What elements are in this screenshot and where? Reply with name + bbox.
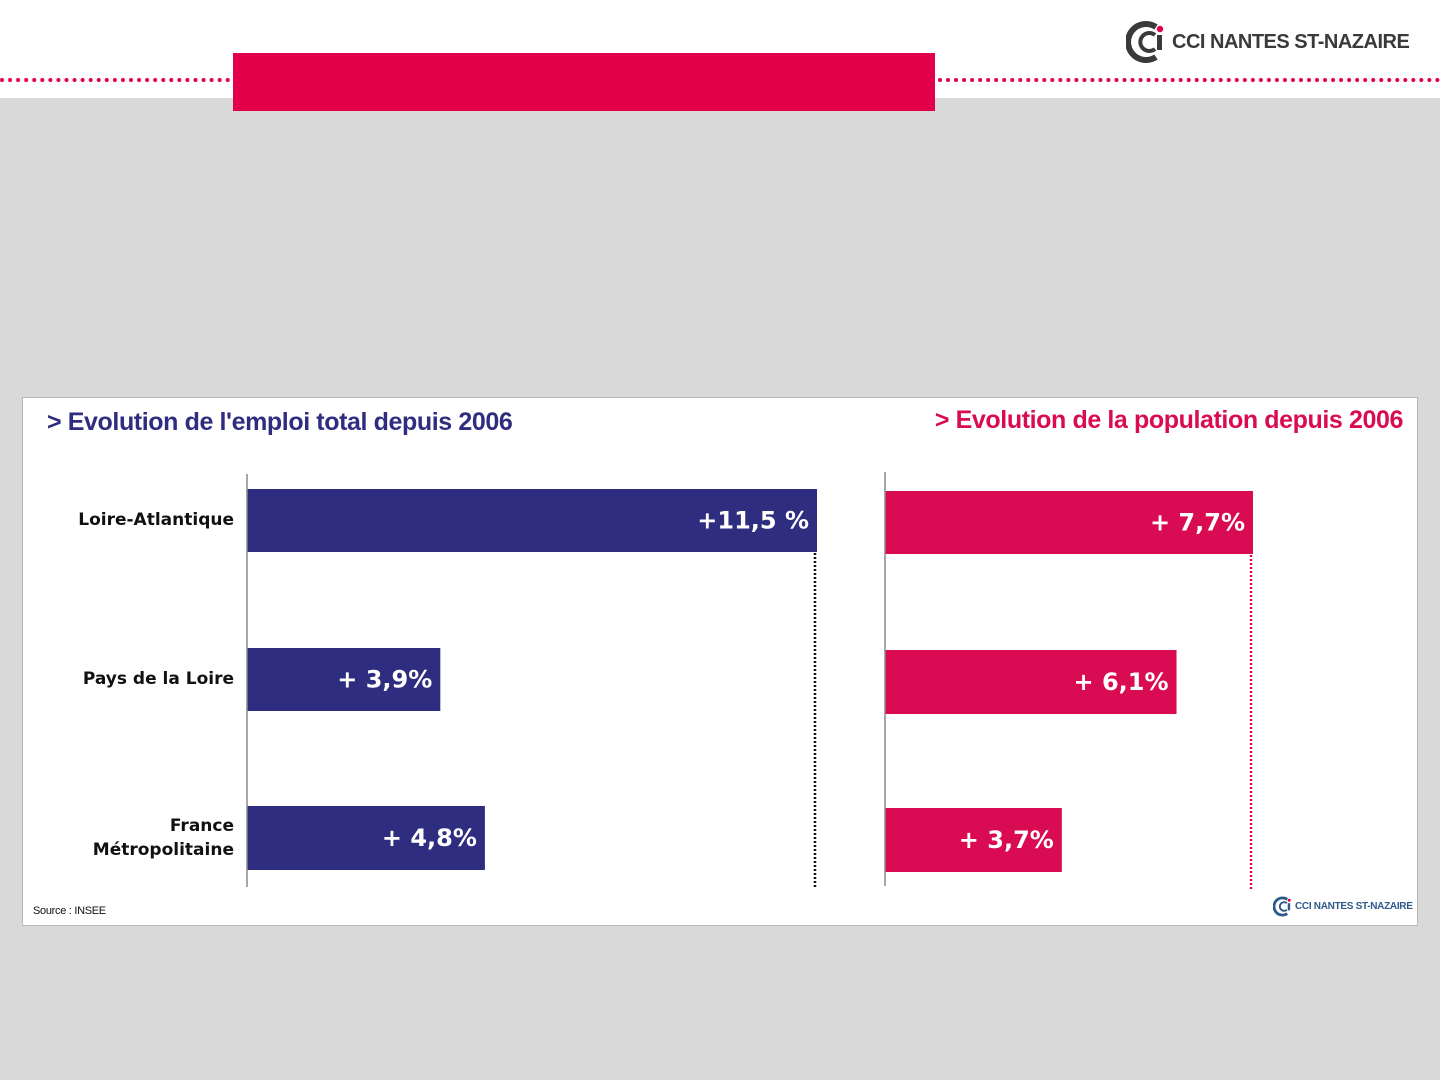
- data-label-population-3: + 3,7%: [959, 826, 1054, 854]
- bar-emploi-3: [247, 806, 485, 870]
- data-label-emploi-1: +11,5 %: [697, 507, 809, 535]
- data-label-emploi-2: + 3,9%: [337, 666, 432, 694]
- source-note: Source : INSEE: [33, 905, 106, 917]
- data-label-population-1: + 7,7%: [1150, 509, 1245, 537]
- dotted-line-left: [0, 78, 230, 82]
- footer-cci-logo: CCI NANTES ST-NAZAIRE: [1273, 896, 1413, 917]
- cci-logo-text: CCI NANTES ST-NAZAIRE: [1172, 30, 1410, 53]
- category-label-france-metropolitaine: France Métropolitaine: [92, 816, 234, 860]
- bar-population-1: [885, 491, 1253, 554]
- category-label-loire-atlantique: Loire-Atlantique: [78, 510, 234, 530]
- cci-logo: CCI NANTES ST-NAZAIRE: [1126, 20, 1410, 64]
- bar-charts: +11,5 % + 3,9% + 4,8% + 7,7% + 6,1% + 3,7%: [246, 472, 1253, 891]
- data-label-emploi-3: + 4,8%: [382, 824, 477, 852]
- dotted-line-right: [938, 78, 1440, 82]
- bar-emploi-1: [247, 489, 817, 552]
- chart-title-emploi: > Evolution de l'emploi total depuis 200…: [47, 408, 513, 436]
- bar-population-2: [885, 650, 1177, 714]
- bar-population-3: [885, 808, 1062, 872]
- bar-emploi-2: [247, 648, 441, 711]
- chart-panel: > Evolution de l'emploi total depuis 200…: [22, 397, 1418, 926]
- cci-logo-icon: [1126, 21, 1164, 63]
- data-label-population-2: + 6,1%: [1074, 668, 1169, 696]
- title-banner: [233, 53, 935, 111]
- chart-title-population: > Evolution de la population depuis 2006: [934, 406, 1404, 434]
- footer-cci-logo-text: CCI NANTES ST-NAZAIRE: [1295, 901, 1413, 912]
- footer-cci-logo-icon: [1273, 896, 1291, 917]
- category-label-pays-de-la-loire: Pays de la Loire: [82, 669, 234, 689]
